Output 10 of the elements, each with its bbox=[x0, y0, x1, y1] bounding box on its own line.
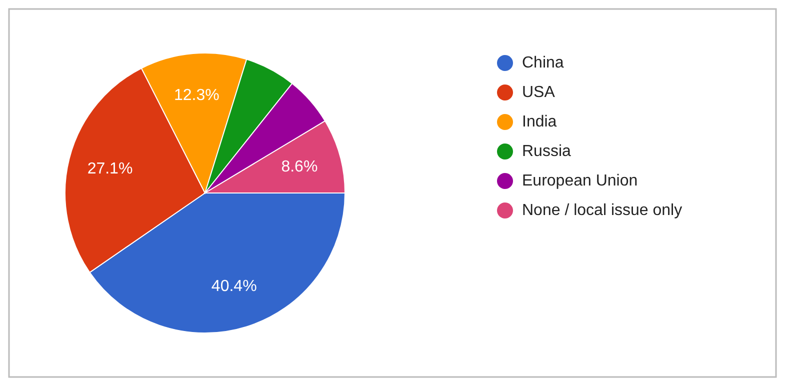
data-label: 12.3% bbox=[174, 86, 220, 104]
data-label: 8.6% bbox=[281, 158, 318, 176]
data-label: 40.4% bbox=[211, 278, 257, 296]
legend-label: European Union bbox=[522, 172, 638, 190]
legend-label: Russia bbox=[522, 143, 572, 160]
legend-label: China bbox=[522, 54, 564, 72]
legend-label: USA bbox=[522, 84, 556, 101]
legend-label: None / local issue only bbox=[522, 202, 682, 219]
legend-label: India bbox=[522, 114, 557, 130]
data-label: 27.1% bbox=[87, 160, 133, 178]
